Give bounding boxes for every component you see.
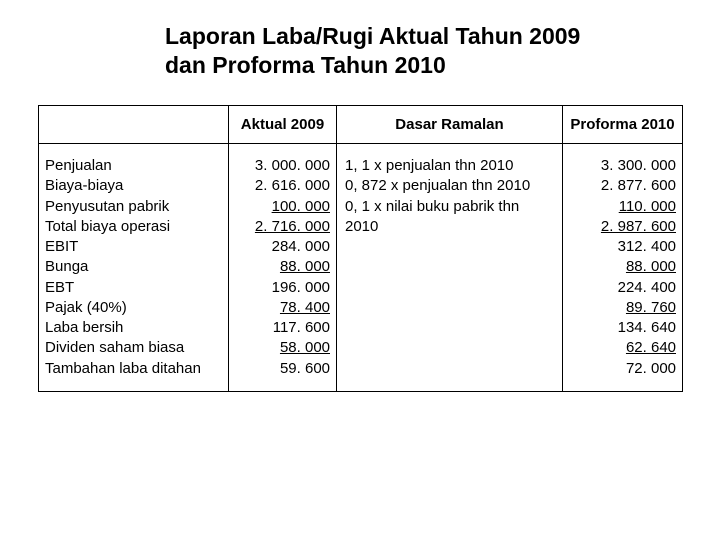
col-header-dasar: Dasar Ramalan bbox=[337, 106, 563, 144]
col-header-blank bbox=[39, 106, 229, 144]
title-line-1: Laporan Laba/Rugi Aktual Tahun 2009 bbox=[165, 23, 580, 49]
aktual-cell: 3. 000. 0002. 616. 000100. 0002. 716. 00… bbox=[229, 144, 337, 392]
dasar-cell: 1, 1 x penjualan thn 20100, 872 x penjua… bbox=[337, 144, 563, 392]
title-line-2: dan Proforma Tahun 2010 bbox=[165, 52, 446, 78]
page-title: Laporan Laba/Rugi Aktual Tahun 2009 dan … bbox=[165, 22, 580, 80]
proforma-cell: 3. 300. 0002. 877. 600110. 0002. 987. 60… bbox=[563, 144, 683, 392]
col-header-aktual: Aktual 2009 bbox=[229, 106, 337, 144]
table-body-row: PenjualanBiaya-biayaPenyusutan pabrikTot… bbox=[39, 144, 683, 392]
income-statement-table: Aktual 2009 Dasar Ramalan Proforma 2010 … bbox=[38, 105, 682, 392]
labels-cell: PenjualanBiaya-biayaPenyusutan pabrikTot… bbox=[39, 144, 229, 392]
col-header-proforma: Proforma 2010 bbox=[563, 106, 683, 144]
table: Aktual 2009 Dasar Ramalan Proforma 2010 … bbox=[38, 105, 683, 392]
table-header-row: Aktual 2009 Dasar Ramalan Proforma 2010 bbox=[39, 106, 683, 144]
